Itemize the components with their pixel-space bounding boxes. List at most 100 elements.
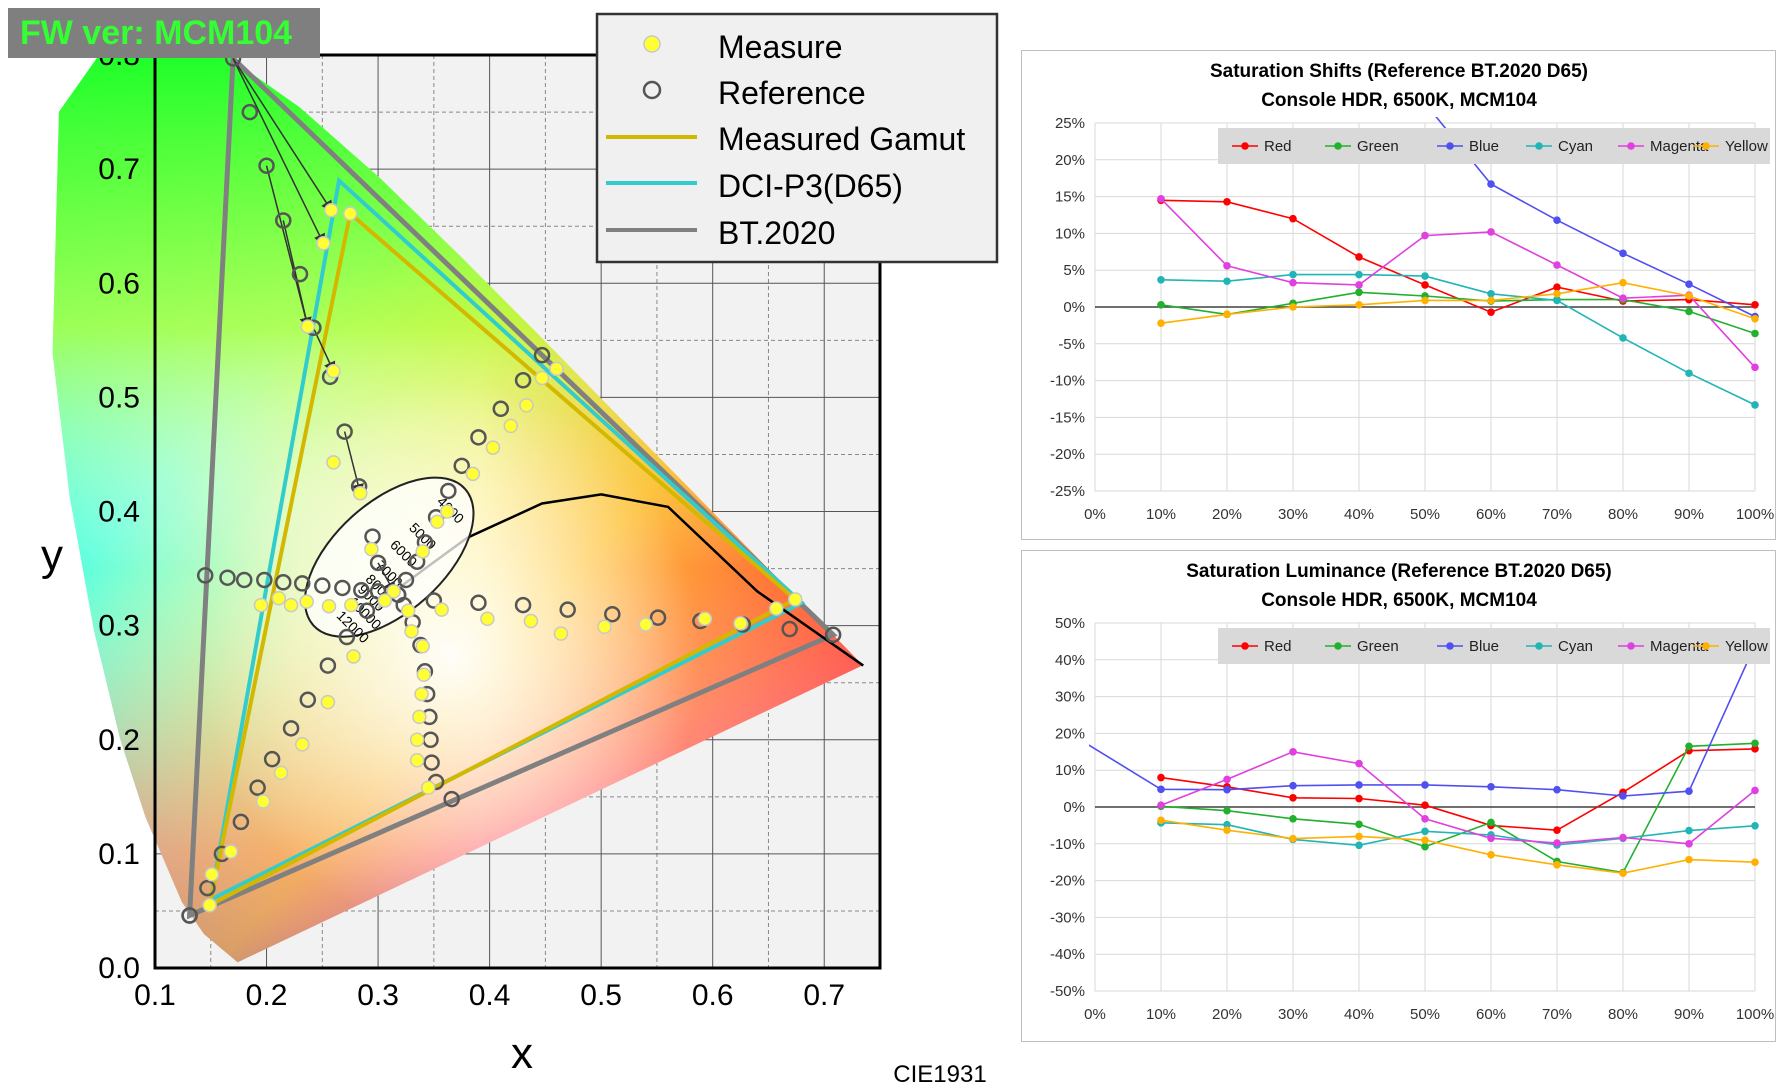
reference-point [314, 577, 331, 594]
reference-point [423, 754, 440, 771]
shift-point-red [1355, 253, 1363, 261]
reference-point [425, 592, 443, 609]
shift-point-blue [1487, 180, 1495, 188]
reference-point [533, 346, 551, 364]
reference-point [492, 400, 510, 418]
shift-point-yellow [1289, 303, 1297, 311]
y-tick-label: 0.4 [98, 496, 140, 529]
saturation-shifts-svg: Saturation Shifts (Reference BT.2020 D65… [1050, 61, 1774, 523]
lum-line-red [1160, 748, 1756, 832]
measure-point [253, 597, 269, 613]
lum-legend-label-red: Red [1264, 638, 1292, 655]
shift-y-tick-label: -15% [1050, 409, 1085, 426]
shift-line-cyan [1160, 273, 1756, 406]
measure-point [320, 694, 336, 710]
measure-point [202, 897, 217, 913]
shift-point-green [1685, 307, 1693, 316]
lum-y-tick-label: -40% [1050, 946, 1085, 963]
shift-point-cyan [1421, 272, 1429, 280]
lum-point-green [1751, 739, 1759, 748]
shift-x-tick-label: 0% [1084, 506, 1106, 523]
shift-title: Saturation Shifts (Reference BT.2020 D65… [1210, 61, 1588, 82]
measure-point [465, 466, 481, 482]
shift-point-magenta [1355, 281, 1363, 289]
lum-series [1089, 641, 1759, 878]
shift-y-tick-label: -25% [1050, 483, 1085, 500]
lum-y-tick-label: 50% [1055, 615, 1085, 632]
firmware-badge: FW ver: MCM104 [8, 8, 320, 58]
shift-legend: Red Green Blue Cyan Magenta Yellow [1218, 128, 1770, 164]
measure-point [294, 737, 310, 752]
x-tick-label: 0.5 [580, 979, 622, 1012]
shift-point-yellow [1685, 292, 1693, 300]
shift-x-tick-label: 80% [1608, 506, 1638, 523]
shift-legend-marker-blue [1446, 142, 1454, 150]
shift-arrow [282, 220, 312, 330]
legend-dcip3-label: DCI-P3(D65) [718, 168, 903, 204]
shift-legend-bg [1218, 128, 1770, 164]
lum-y-tick-label: 20% [1055, 725, 1085, 742]
lum-point-cyan [1223, 820, 1231, 829]
shift-arrow [232, 58, 333, 213]
lum-point-red [1355, 794, 1363, 803]
lum-legend-label-magenta: Magenta [1650, 638, 1709, 655]
shift-y-tick-label: 25% [1055, 115, 1085, 132]
measure-point [503, 418, 519, 434]
measure-point [352, 485, 368, 501]
measure-point [404, 624, 419, 639]
measure-point [597, 619, 612, 635]
shift-point-magenta [1619, 294, 1627, 302]
lum-point-red [1421, 801, 1429, 809]
measure-point [733, 616, 748, 631]
shift-point-blue [1685, 280, 1693, 288]
measure-point [549, 361, 564, 377]
reference-point [443, 790, 460, 808]
lum-line-magenta [1160, 750, 1756, 845]
measure-point [415, 544, 430, 559]
cie-footer: CIE1931 [893, 1061, 986, 1088]
lum-point-red [1157, 773, 1165, 782]
shift-x-tick-label: 40% [1344, 506, 1374, 523]
measure-point [400, 603, 416, 619]
shift-y-tick-label: -5% [1058, 336, 1085, 353]
lum-x-tick-label: 80% [1608, 1006, 1638, 1023]
lum-y-tick-label: -30% [1050, 909, 1085, 926]
shift-point-yellow [1619, 278, 1627, 287]
shift-point-cyan [1157, 275, 1165, 284]
shift-legend-marker-magenta [1627, 142, 1635, 150]
lum-x-tick-label: 100% [1736, 1006, 1774, 1023]
shift-legend-marker-cyan [1535, 142, 1543, 150]
lum-point-green [1685, 742, 1693, 751]
shift-y-tick-label: -10% [1050, 373, 1085, 390]
measure-point [415, 638, 430, 654]
measure-point [769, 601, 784, 616]
reference-point [275, 574, 292, 591]
shift-legend-label-cyan: Cyan [1558, 138, 1593, 155]
lum-point-yellow [1157, 816, 1165, 825]
lum-line-green [1160, 742, 1756, 874]
measure-point [434, 602, 449, 617]
measure-point [414, 686, 429, 702]
reference-point [358, 602, 376, 620]
lum-x-tick-label: 70% [1542, 1006, 1572, 1023]
lum-point-cyan [1751, 821, 1759, 830]
shift-point-yellow [1355, 300, 1363, 309]
measure-point [697, 611, 713, 627]
x-tick-label: 0.3 [357, 979, 399, 1012]
measure-points [202, 202, 803, 913]
lum-point-yellow [1289, 834, 1297, 843]
measure-point [421, 780, 436, 795]
lum-subtitle: Console HDR, 6500K, MCM104 [1261, 590, 1537, 611]
shift-line-yellow [1160, 281, 1756, 324]
reference-point [241, 103, 259, 121]
measure-point [299, 594, 314, 609]
lum-point-magenta [1289, 748, 1297, 756]
lum-legend-marker-cyan [1535, 642, 1543, 650]
measure-point [377, 593, 393, 608]
lum-point-magenta [1487, 834, 1495, 843]
lum-legend-marker-red [1241, 642, 1249, 650]
lum-y-tick-label: 10% [1055, 762, 1085, 779]
shift-line-red [1160, 199, 1756, 314]
measure-point [316, 236, 331, 251]
lum-x-tick-label: 40% [1344, 1006, 1374, 1023]
